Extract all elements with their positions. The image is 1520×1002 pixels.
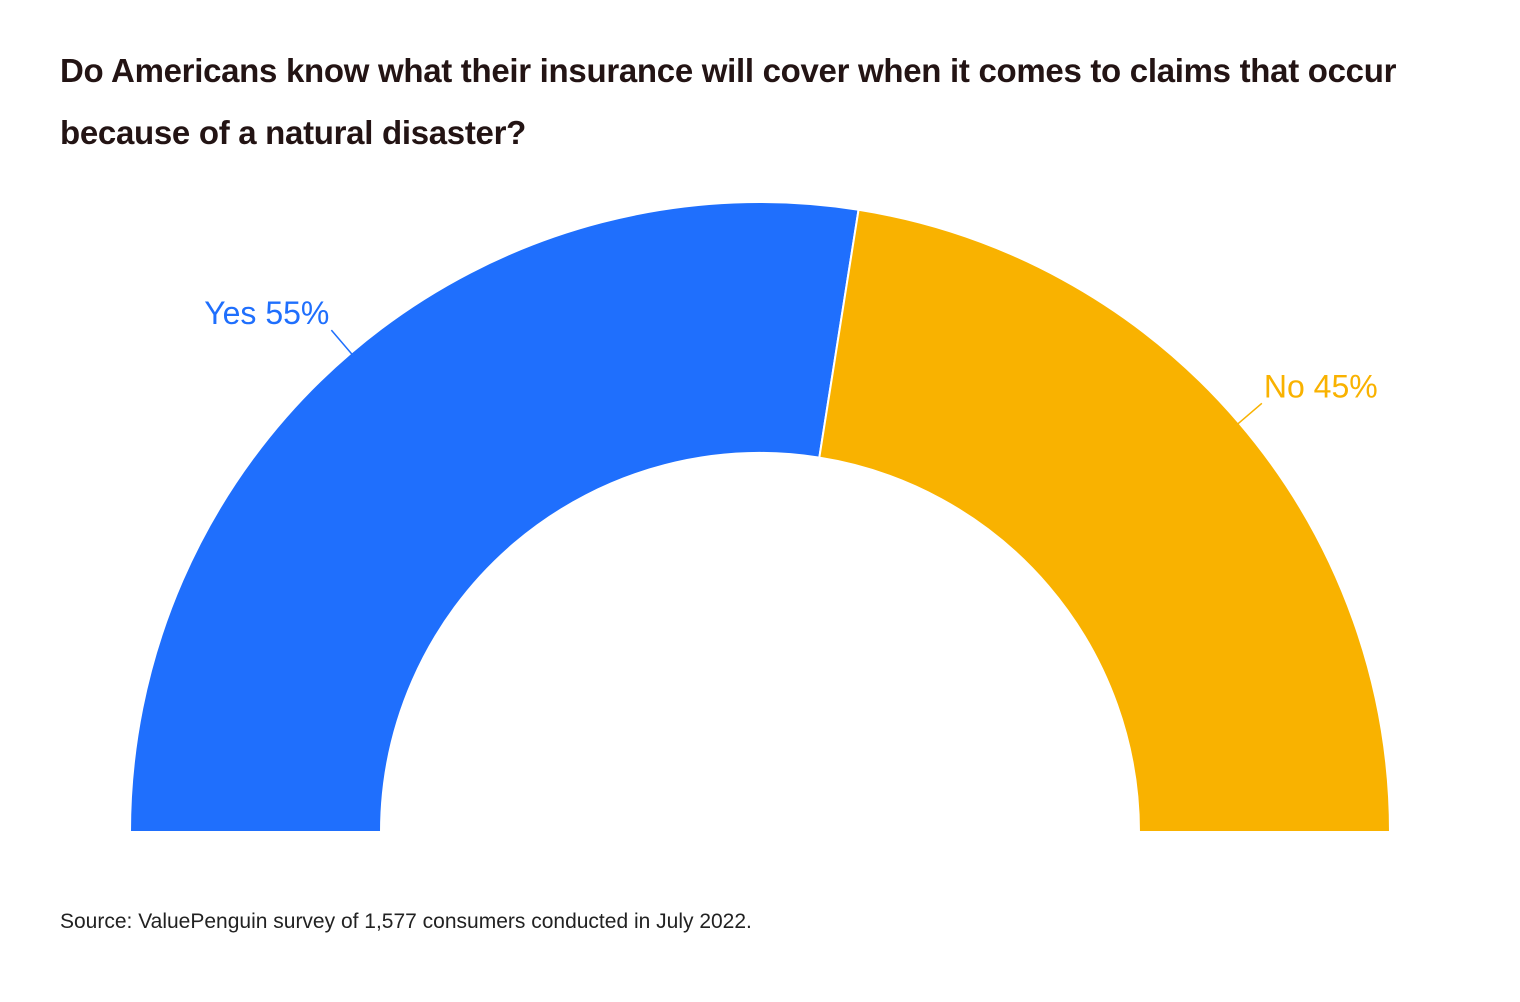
slice-no (818, 208, 1392, 833)
chart-title: Do Americans know what their insurance w… (60, 52, 1397, 151)
slice-yes (128, 201, 860, 833)
leader-line-no (1232, 402, 1263, 429)
source-note: Source: ValuePenguin survey of 1,577 con… (60, 910, 752, 933)
slice-label-yes: Yes 55% (204, 295, 329, 331)
slice-label-no: No 45% (1264, 368, 1378, 404)
leader-line-yes (330, 329, 357, 360)
